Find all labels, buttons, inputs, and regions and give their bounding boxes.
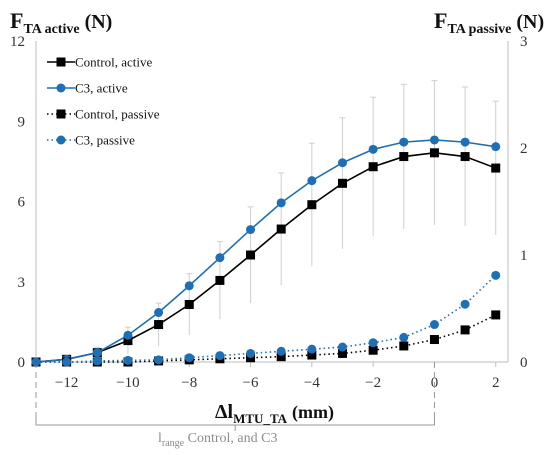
data-point (460, 325, 470, 335)
data-point (62, 357, 72, 367)
legend-label: Control, active (75, 55, 152, 70)
data-point (491, 142, 501, 152)
legend-marker (56, 83, 66, 93)
data-point (123, 336, 133, 346)
data-point (154, 355, 164, 365)
x-axis-title: ΔlMTU_TA (mm) (215, 401, 334, 426)
legend-label: C3, active (75, 81, 128, 96)
data-point (337, 158, 347, 168)
series-line-0 (35, 152, 497, 363)
data-point (184, 281, 194, 291)
data-point (368, 144, 378, 154)
data-point (276, 198, 286, 208)
data-point (276, 224, 286, 234)
data-point (429, 320, 439, 330)
legend-label: Control, passive (75, 107, 160, 122)
data-point (184, 299, 194, 309)
range-label: lrange Control, and C3 (158, 431, 277, 449)
data-point (246, 225, 256, 235)
data-point (215, 253, 225, 263)
data-point (337, 342, 347, 352)
data-point (399, 152, 409, 162)
y-right-tick-label: 1 (520, 248, 528, 264)
data-point (368, 345, 378, 355)
data-point (123, 355, 133, 365)
data-point (368, 338, 378, 348)
data-point (276, 346, 286, 356)
data-point (460, 137, 470, 147)
data-point (429, 335, 439, 345)
data-point (460, 152, 470, 162)
y-left-tick-label: 6 (18, 195, 26, 211)
x-tick-label: −8 (181, 375, 197, 391)
y-right-tick-label: 2 (520, 141, 528, 157)
data-point (154, 308, 164, 318)
data-point (491, 270, 501, 280)
data-point (307, 200, 317, 210)
data-point (491, 163, 501, 173)
y-left-tick-label: 0 (18, 355, 26, 371)
y-right-tick-label: 3 (520, 34, 528, 50)
error-bars (63, 80, 499, 361)
left-axis-title: FTA active (N) (10, 8, 112, 37)
data-point (399, 341, 409, 351)
y-left-tick-label: 9 (18, 114, 26, 130)
legend-label: C3, passive (75, 133, 135, 148)
data-point (307, 344, 317, 354)
legend-marker (56, 109, 66, 119)
legend-marker (56, 135, 66, 145)
data-point (491, 310, 501, 320)
series-line-3 (36, 274, 497, 363)
data-point (276, 352, 286, 362)
right-axis-title: FTA passive (N) (434, 8, 544, 37)
x-tick-label: −10 (116, 375, 139, 391)
y-left-tick-label: 3 (18, 275, 26, 291)
x-tick-label: −2 (365, 375, 381, 391)
series-group (31, 135, 501, 367)
legend-marker (56, 57, 66, 67)
data-point (184, 353, 194, 363)
data-point (460, 299, 470, 309)
data-point (31, 357, 41, 367)
data-point (92, 356, 102, 366)
data-point (429, 135, 439, 145)
data-point (399, 332, 409, 342)
data-point (246, 348, 256, 358)
series-line-2 (36, 314, 497, 363)
y-right-tick-label: 0 (520, 355, 528, 371)
series-line-1 (35, 139, 496, 363)
data-point (368, 162, 378, 172)
y-left-tick-label: 12 (10, 34, 25, 50)
legend: Control, active C3, active Control, passiv… (47, 55, 160, 148)
data-point (246, 250, 256, 260)
data-point (215, 351, 225, 361)
data-point (215, 275, 225, 285)
x-tick-label: −12 (55, 375, 78, 391)
data-point (337, 178, 347, 188)
data-point (123, 330, 133, 340)
data-point (92, 348, 102, 358)
data-point (399, 137, 409, 147)
x-tick-label: −4 (304, 375, 320, 391)
x-tick-label: 2 (492, 375, 500, 391)
x-tick-label: −6 (243, 375, 259, 391)
data-point (154, 320, 164, 330)
data-point (429, 148, 439, 158)
data-point (307, 350, 317, 360)
data-point (307, 176, 317, 186)
data-point (337, 348, 347, 358)
